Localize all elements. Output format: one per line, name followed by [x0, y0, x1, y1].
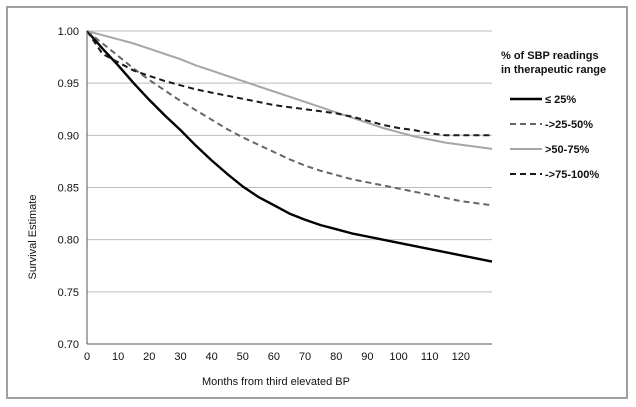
figure-frame	[6, 6, 628, 399]
legend-title-line-2: in therapeutic range	[501, 64, 606, 76]
y-tick-label: 0.95	[58, 78, 79, 90]
y-tick-label: 0.75	[58, 287, 79, 299]
x-tick-label: 80	[330, 351, 342, 363]
x-tick-label: 40	[205, 351, 217, 363]
x-tick-label: 20	[143, 351, 155, 363]
legend-title-line-1: % of SBP readings	[501, 50, 599, 62]
y-tick-label: 0.90	[58, 130, 79, 142]
series-line-3	[86, 30, 492, 137]
y-axis-title: Survival Estimate	[27, 195, 39, 280]
x-tick-label: 110	[421, 351, 439, 363]
series-lines	[86, 30, 493, 263]
axes	[86, 31, 492, 345]
x-axis-title: Months from third elevated BP	[202, 376, 350, 388]
legend-label-2: >50-75%	[545, 144, 590, 156]
legend-label-1: ->25-50%	[545, 119, 593, 131]
series-line-0	[86, 30, 493, 263]
y-tick-label: 0.80	[58, 235, 79, 247]
x-tick-label: 50	[237, 351, 249, 363]
y-tick-label: 0.85	[58, 183, 79, 195]
x-tick-label: 30	[174, 351, 186, 363]
y-tick-label: 1.00	[58, 26, 79, 38]
x-tick-label: 100	[389, 351, 407, 363]
x-tick-label: 120	[452, 351, 470, 363]
x-tick-label: 60	[268, 351, 280, 363]
legend-label-3: ->75-100%	[545, 169, 599, 181]
y-tick-label: 0.70	[58, 339, 79, 351]
x-tick-label: 70	[299, 351, 311, 363]
x-tick-label: 10	[112, 351, 124, 363]
legend-label-0: ≤ 25%	[545, 94, 576, 106]
x-tick-label: 0	[84, 351, 90, 363]
series-line-1	[86, 30, 493, 207]
legend-items: ≤ 25% ->25-50% >50-75% ->75-100%	[510, 94, 599, 181]
series-line-2	[86, 30, 493, 150]
x-tick-label: 90	[361, 351, 373, 363]
tick-labels: 0.70 0.75 0.80 0.85 0.90 0.95 1.00 0 10 20 30 40 50 6…	[58, 26, 470, 363]
legend: % of SBP readings in therapeutic range ≤…	[501, 50, 606, 181]
gridlines	[87, 30, 492, 345]
